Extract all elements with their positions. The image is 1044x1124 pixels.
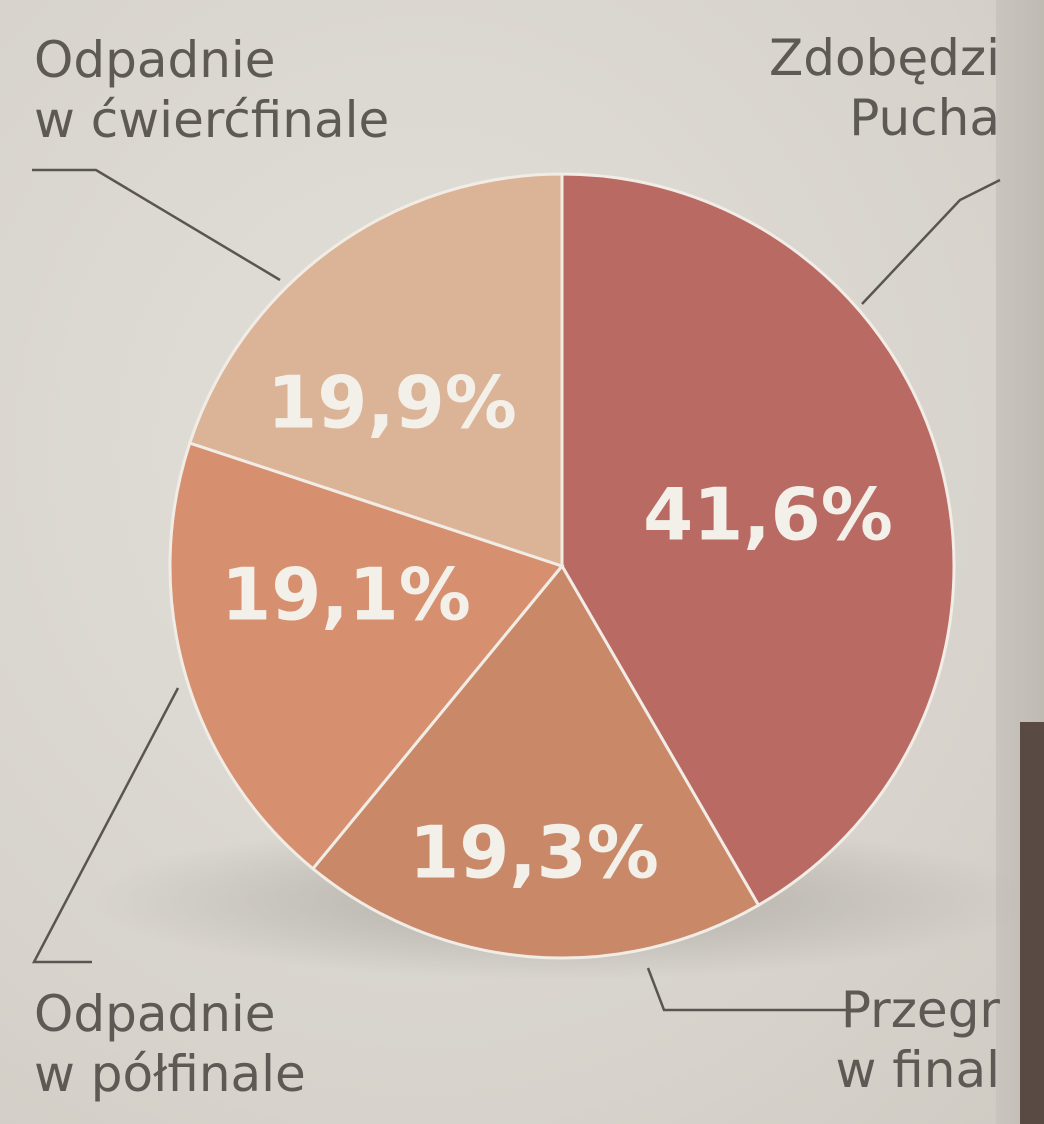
adjacent-photo-edge: [1020, 722, 1044, 1124]
callout-cwiercfinale-line1: Odpadnie: [34, 31, 276, 89]
callout-przegra-line1: Przegr: [840, 981, 1000, 1039]
callout-zdobedzie: Zdobędzi Pucha: [769, 28, 1000, 148]
pie-slice-polfinale: [168, 441, 565, 871]
callout-polfinale-line1: Odpadnie: [34, 985, 276, 1043]
callout-przegra-line2: w final: [835, 1041, 1000, 1099]
slice-label-polfinale: 19,1%: [221, 553, 471, 637]
callout-cwiercfinale-line2: w ćwierćfinale: [34, 91, 390, 149]
callout-cwiercfinale: Odpadnie w ćwierćfinale: [34, 30, 389, 150]
callout-zdobedzie-line2: Pucha: [849, 89, 1000, 147]
pie-slice-zdobedzie: [560, 172, 956, 908]
pie-slice-przegra: [310, 563, 761, 960]
pie-slice-cwiercfinale: [187, 172, 564, 569]
leader-line-zdobedzie: [861, 178, 1001, 305]
slice-label-zdobedzie: 41,6%: [643, 473, 893, 557]
callout-zdobedzie-line1: Zdobędzi: [769, 29, 1000, 87]
leader-line-przegra: [646, 967, 860, 1012]
slice-label-przegra: 19,3%: [409, 811, 659, 895]
callout-przegra: Przegr w final: [835, 980, 1000, 1100]
callout-polfinale: Odpadnie w półfinale: [34, 984, 306, 1104]
slice-label-cwiercfinale: 19,9%: [267, 361, 517, 445]
leader-line-cwiercfinale: [32, 168, 281, 282]
leader-line-polfinale: [31, 687, 180, 964]
callout-polfinale-line2: w półfinale: [34, 1045, 306, 1103]
